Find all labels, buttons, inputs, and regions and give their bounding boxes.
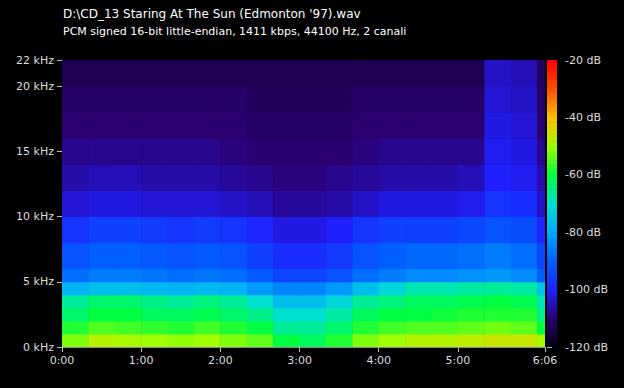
svg-text:-40 dB: -40 dB	[565, 111, 601, 124]
svg-text:-80 dB: -80 dB	[565, 226, 601, 239]
svg-text:1:00: 1:00	[129, 354, 154, 367]
svg-text:D:\CD_13 Staring At The Sun (E: D:\CD_13 Staring At The Sun (Edmonton '9…	[63, 7, 361, 21]
svg-text:4:00: 4:00	[366, 354, 391, 367]
svg-text:PCM signed 16-bit little-endia: PCM signed 16-bit little-endian, 1411 kb…	[63, 25, 406, 38]
svg-text:-20 dB: -20 dB	[565, 54, 601, 67]
svg-text:-60 dB: -60 dB	[565, 168, 601, 181]
svg-text:22 kHz: 22 kHz	[16, 54, 54, 67]
svg-text:6:06: 6:06	[533, 354, 558, 367]
svg-text:0:00: 0:00	[50, 354, 75, 367]
svg-text:-120 dB: -120 dB	[565, 341, 608, 354]
svg-text:-100 dB: -100 dB	[565, 283, 608, 296]
svg-text:0 kHz: 0 kHz	[23, 341, 54, 354]
svg-text:10 kHz: 10 kHz	[16, 210, 54, 223]
svg-text:5:00: 5:00	[446, 354, 471, 367]
svg-text:3:00: 3:00	[287, 354, 312, 367]
svg-text:5 kHz: 5 kHz	[23, 275, 54, 288]
svg-text:15 kHz: 15 kHz	[16, 145, 54, 158]
svg-text:2:00: 2:00	[208, 354, 233, 367]
svg-text:20 kHz: 20 kHz	[16, 80, 54, 93]
